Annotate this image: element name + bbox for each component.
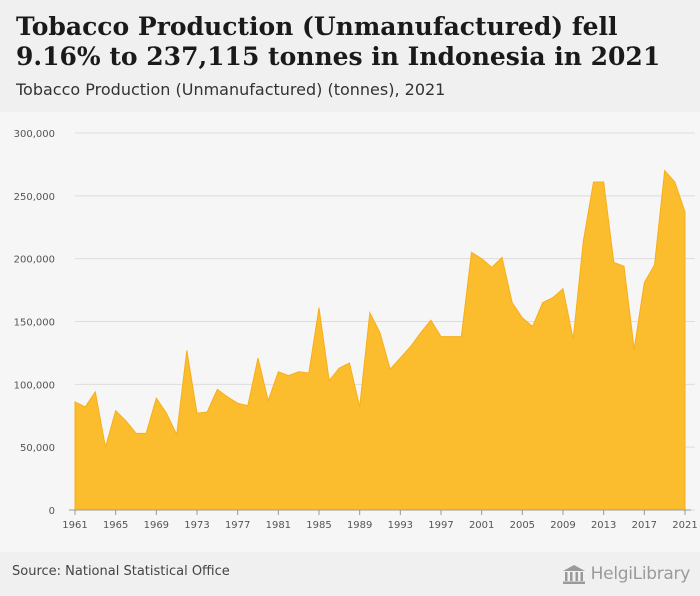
data-point[interactable] [123, 418, 128, 423]
data-point[interactable] [479, 256, 484, 261]
data-point[interactable] [73, 399, 78, 404]
y-tick-label: 150,000 [14, 318, 55, 329]
data-point[interactable] [459, 334, 464, 339]
y-tick-label: 100,000 [14, 380, 55, 391]
data-point[interactable] [611, 260, 616, 265]
x-tick-label: 2001 [469, 520, 494, 531]
data-point[interactable] [306, 371, 311, 376]
data-point[interactable] [581, 239, 586, 244]
header: Tobacco Production (Unmanufactured) fell… [0, 0, 700, 112]
data-point[interactable] [134, 431, 139, 436]
data-point[interactable] [510, 300, 515, 305]
x-tick-label: 1989 [347, 520, 372, 531]
data-point[interactable] [540, 300, 545, 305]
data-point[interactable] [93, 389, 98, 394]
data-point[interactable] [337, 365, 342, 370]
data-point[interactable] [83, 404, 88, 409]
library-building-icon [562, 565, 585, 584]
data-point[interactable] [317, 305, 322, 310]
data-point[interactable] [672, 180, 677, 185]
x-tick-label: 1969 [144, 520, 169, 531]
data-point[interactable] [652, 262, 657, 267]
x-tick-label: 1965 [103, 520, 128, 531]
data-point[interactable] [296, 369, 301, 374]
data-point[interactable] [439, 334, 444, 339]
data-point[interactable] [398, 355, 403, 360]
area-chart: 0 50,000 100,000 150,000 200,000 250,000 300,0… [14, 129, 698, 531]
area-layer [73, 168, 688, 511]
data-point[interactable] [225, 394, 230, 399]
x-tick-label: 2021 [672, 520, 697, 531]
y-tick-label: 50,000 [20, 443, 55, 454]
axis-layer: 0 50,000 100,000 150,000 200,000 250,000 300,0… [14, 129, 698, 531]
data-point[interactable] [205, 409, 210, 414]
data-point[interactable] [174, 432, 179, 437]
data-point[interactable] [449, 334, 454, 339]
y-tick-label: 250,000 [14, 192, 55, 203]
data-point[interactable] [418, 330, 423, 335]
data-point[interactable] [154, 396, 159, 401]
y-tick-label: 0 [49, 506, 55, 517]
data-point[interactable] [276, 369, 281, 374]
y-tick-label: 200,000 [14, 255, 55, 266]
data-point[interactable] [520, 315, 525, 320]
data-point[interactable] [195, 411, 200, 416]
chart-subtitle: Tobacco Production (Unmanufactured) (ton… [16, 80, 446, 99]
x-tick-label: 1973 [184, 520, 209, 531]
data-point[interactable] [642, 280, 647, 285]
data-point[interactable] [500, 255, 505, 260]
data-point[interactable] [489, 265, 494, 270]
x-tick-label: 2005 [510, 520, 535, 531]
data-point[interactable] [256, 355, 261, 360]
page-title: Tobacco Production (Unmanufactured) fell… [16, 12, 661, 71]
data-point[interactable] [215, 387, 220, 392]
x-tick-label: 1985 [306, 520, 331, 531]
data-point[interactable] [367, 310, 372, 315]
data-point[interactable] [591, 180, 596, 185]
data-point[interactable] [662, 168, 667, 173]
data-point[interactable] [428, 318, 433, 323]
data-point[interactable] [184, 348, 189, 353]
data-point[interactable] [571, 337, 576, 342]
data-point[interactable] [561, 286, 566, 291]
data-point[interactable] [286, 373, 291, 378]
data-point[interactable] [601, 180, 606, 185]
source-note: Source: National Statistical Office [12, 564, 230, 579]
data-point[interactable] [347, 360, 352, 365]
x-tick-label: 2013 [591, 520, 616, 531]
data-point[interactable] [144, 431, 149, 436]
brand-name: HelgiLibrary [590, 564, 691, 584]
data-point[interactable] [632, 347, 637, 352]
data-point[interactable] [378, 330, 383, 335]
x-tick-label: 2017 [632, 520, 657, 531]
x-tick-label: 1977 [225, 520, 250, 531]
data-point[interactable] [103, 445, 108, 450]
data-point[interactable] [469, 250, 474, 255]
data-point[interactable] [245, 403, 250, 408]
data-point[interactable] [388, 367, 393, 372]
footer: Source: National Statistical Office Helg… [0, 552, 700, 596]
x-tick-label: 2009 [550, 520, 575, 531]
data-point[interactable] [622, 264, 627, 269]
series-area [74, 169, 686, 511]
data-point[interactable] [327, 378, 332, 383]
x-tick-label: 1961 [62, 520, 87, 531]
data-point[interactable] [683, 210, 688, 215]
data-point[interactable] [530, 324, 535, 329]
x-tick-label: 1981 [266, 520, 291, 531]
data-point[interactable] [266, 398, 271, 403]
y-tick-label: 300,000 [14, 129, 55, 140]
data-point[interactable] [164, 411, 169, 416]
x-tick-label: 1993 [388, 520, 413, 531]
data-point[interactable] [408, 344, 413, 349]
brand-logo[interactable]: HelgiLibrary [561, 560, 690, 588]
data-point[interactable] [357, 404, 362, 409]
data-point[interactable] [113, 408, 118, 413]
data-point[interactable] [235, 401, 240, 406]
x-tick-label: 1997 [428, 520, 453, 531]
data-point[interactable] [550, 295, 555, 300]
